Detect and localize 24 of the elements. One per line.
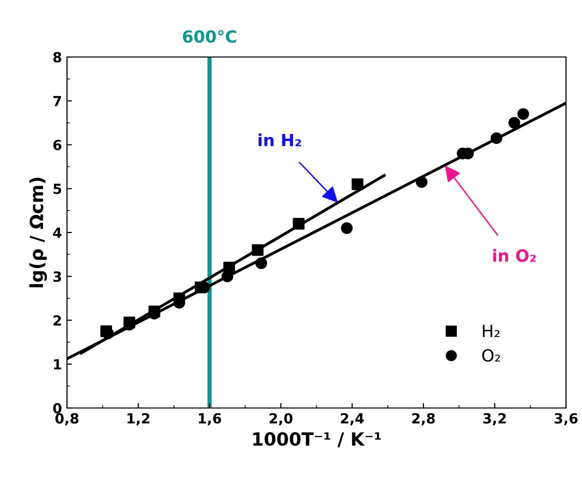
- x-tick-label: 0,8: [55, 413, 78, 426]
- x-tick-label: 2,4: [340, 413, 364, 426]
- ref-line-label: 600°C: [182, 30, 236, 43]
- y-tick-label: 7: [53, 96, 62, 106]
- y-tick-label: 2: [54, 315, 61, 326]
- y-tick-label: 4: [53, 228, 62, 238]
- y-tick-label: 3: [53, 271, 62, 282]
- x-tick-label: 3,2: [483, 413, 506, 426]
- x-axis-title: 1000T⁻¹ / K⁻¹: [253, 432, 381, 448]
- y-tick-label: 5: [54, 184, 62, 194]
- y-tick-label: 8: [53, 52, 62, 62]
- x-tick-label: 2,0: [270, 413, 292, 426]
- y-tick-label: 1: [54, 359, 62, 370]
- y-axis-title: lg(ρ / Ωcm): [29, 178, 47, 288]
- legend-label: O₂: [482, 349, 500, 362]
- legend-label: H₂: [482, 324, 500, 338]
- y-tick-label: 6: [53, 140, 62, 150]
- x-tick-label: 1,6: [198, 413, 222, 426]
- annotation: in O₂: [493, 248, 536, 262]
- annotation: in H₂: [258, 133, 301, 146]
- y-tick-label: 0: [53, 402, 62, 414]
- x-tick-label: 2,8: [412, 413, 435, 426]
- x-tick-label: 3,6: [554, 413, 578, 426]
- x-tick-label: 1,2: [128, 413, 150, 426]
